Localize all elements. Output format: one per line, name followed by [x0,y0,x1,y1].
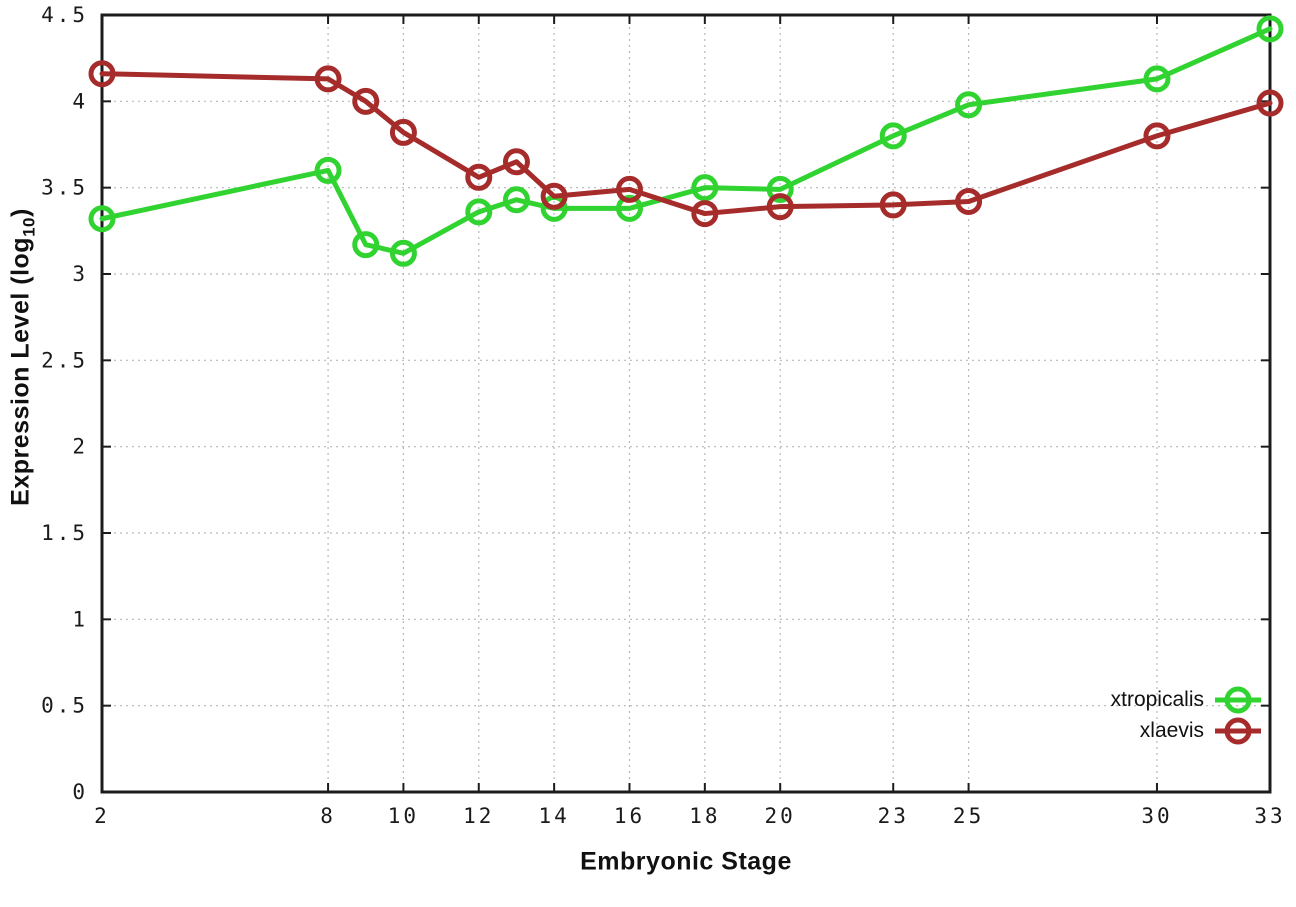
x-tick-label: 20 [765,804,796,828]
data-point-marker [955,187,983,215]
legend: xtropicalis xlaevis [1111,684,1262,746]
axis-ticks [101,14,1271,793]
y-tick-label: 2 [72,435,88,459]
y-tick-label: 1 [72,607,88,631]
x-tick-label: 10 [388,804,419,828]
data-point-marker [1256,89,1284,117]
data-point-marker [88,205,116,233]
legend-item: xtropicalis [1111,684,1262,715]
data-point-marker [502,186,530,214]
legend-label: xtropicalis [1110,687,1204,711]
y-axis-label: Expression Level (log10) [7,208,40,506]
y-tick-labels: 0 0.5 1 1.5 2 2.5 3 3.5 4 4.5 [41,3,88,804]
data-point-marker [540,182,568,210]
data-point-marker [1256,15,1284,43]
data-point-marker [1143,122,1171,150]
series-xtropicalis [88,15,1284,267]
x-axis-label: Embryonic Stage [580,847,792,876]
x-tick-label: 25 [953,804,984,828]
legend-label: xlaevis [1139,718,1204,742]
gridlines [102,15,1270,792]
legend-item: xlaevis [1140,715,1262,746]
y-tick-label: 3 [72,262,88,286]
data-point-marker [766,175,794,203]
data-point-marker [314,65,342,93]
y-tick-label: 0 [72,780,88,804]
data-point-marker [879,191,907,219]
y-tick-label: 4.5 [41,3,88,27]
data-point-marker [389,118,417,146]
data-point-marker [352,87,380,115]
data-point-marker [766,193,794,221]
data-point-marker [502,148,530,176]
x-tick-label: 30 [1141,804,1172,828]
data-point-marker [615,175,643,203]
data-point-marker [389,239,417,267]
y-axis-label-main: Expression Level (log [6,236,35,506]
x-tick-label: 33 [1254,804,1285,828]
x-tick-label: 23 [878,804,909,828]
data-point-marker [352,231,380,259]
x-tick-label: 18 [689,804,720,828]
series-line [99,26,1273,256]
data-point-marker [1143,65,1171,93]
x-tick-label: 2 [94,804,110,828]
line-circle-marker-icon [1215,686,1261,713]
data-point-marker [615,194,643,222]
plot-border [100,13,1272,794]
data-point-marker [465,163,493,191]
x-tick-labels: 2 8 10 12 14 16 18 20 23 25 30 33 [94,804,1285,828]
data-point-marker [465,198,493,226]
x-tick-label: 14 [538,804,569,828]
y-tick-label: 3.5 [41,176,88,200]
x-tick-label: 12 [463,804,494,828]
data-point-marker [691,174,719,202]
data-point-marker [314,156,342,184]
x-tick-label: 16 [614,804,645,828]
series-xlaevis [88,60,1284,228]
y-tick-label: 1.5 [41,521,88,545]
line-circle-marker-icon [1215,717,1261,744]
y-axis-label-end: ) [6,208,35,217]
data-point-marker [879,122,907,150]
data-point-marker [955,91,983,119]
y-tick-label: 2.5 [41,348,88,372]
y-axis-label-subscript: 10 [19,216,39,237]
data-point-marker [691,200,719,228]
y-tick-label: 4 [72,89,88,113]
data-point-marker [88,60,116,88]
x-tick-label: 8 [320,804,336,828]
y-tick-label: 0.5 [41,694,88,718]
